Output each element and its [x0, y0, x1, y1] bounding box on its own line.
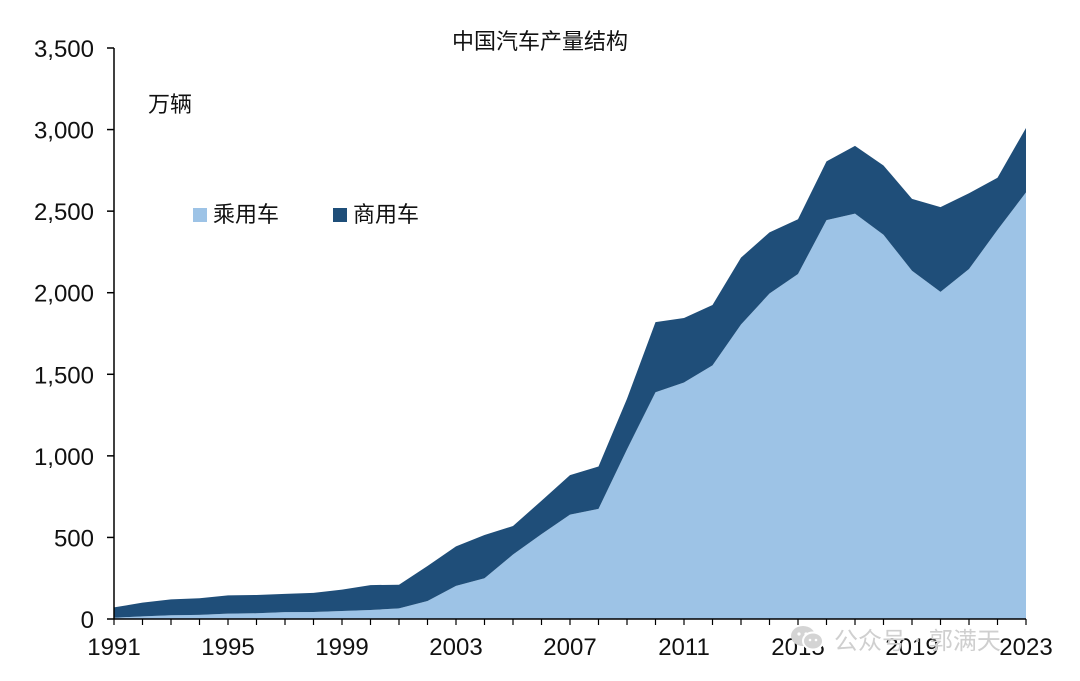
x-tick-label: 2003 — [429, 634, 482, 661]
y-tick-label: 0 — [81, 607, 94, 634]
axis-layer: 0 500 1,000 1,500 2,000 2,500 3,000 3,500 1991 19… — [34, 36, 1053, 661]
unit-label: 万辆 — [148, 93, 192, 118]
x-tick-label: 2011 — [658, 634, 710, 661]
x-tick-label: 2023 — [999, 634, 1052, 661]
legend-swatch-1 — [333, 208, 347, 222]
legend-label-0: 乘用车 — [213, 203, 279, 228]
x-tick-label: 2019 — [885, 634, 938, 661]
legend-swatch-0 — [193, 208, 207, 222]
area-layer — [114, 127, 1026, 620]
x-tick-label: 1991 — [87, 634, 140, 661]
x-tick-label: 2015 — [771, 634, 824, 661]
area-series-0 — [114, 192, 1026, 620]
y-tick-label: 2,500 — [34, 199, 94, 226]
x-tick-label: 1999 — [315, 634, 368, 661]
y-tick-label: 1,000 — [34, 444, 94, 471]
y-tick-label: 3,500 — [34, 36, 94, 63]
chart-title: 中国汽车产量结构 — [452, 30, 628, 55]
y-tick-label: 500 — [54, 525, 94, 552]
y-tick-label: 2,000 — [34, 281, 94, 308]
area-series-1 — [114, 127, 1026, 618]
x-tick-label: 2007 — [543, 634, 596, 661]
legend: 乘用车 商用车 — [193, 203, 419, 228]
x-tick-label: 1995 — [201, 634, 254, 661]
y-tick-label: 1,500 — [34, 362, 94, 389]
y-tick-label: 3,000 — [34, 118, 94, 145]
legend-label-1: 商用车 — [353, 203, 419, 228]
